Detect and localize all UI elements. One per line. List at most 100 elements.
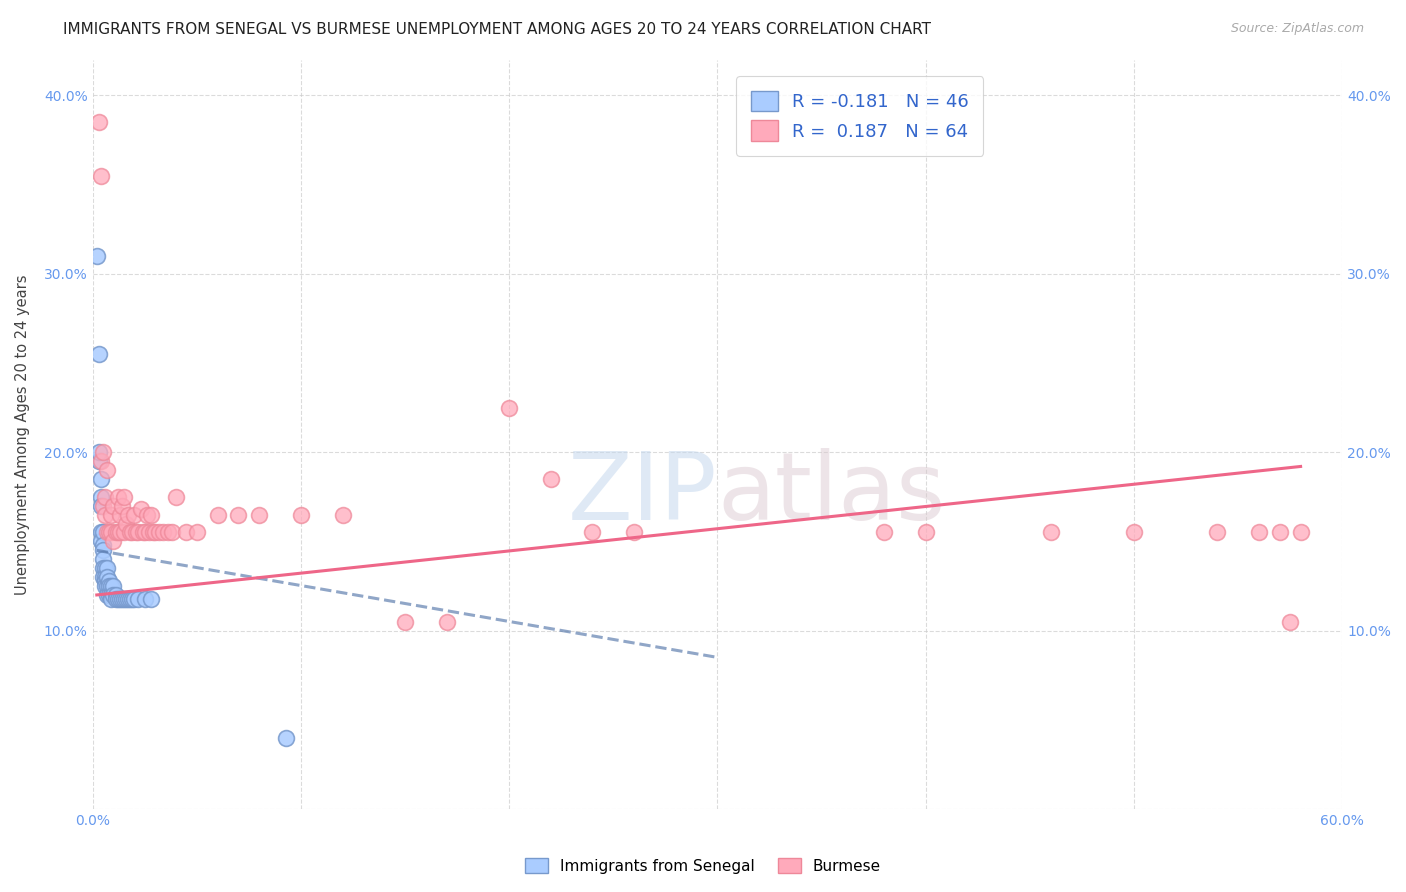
Point [94,561,117,575]
Point [148,525,170,540]
Point [111,591,134,606]
Point [142,525,165,540]
Point [87,445,110,459]
Point [108,508,131,522]
Text: Source: ZipAtlas.com: Source: ZipAtlas.com [1230,22,1364,36]
Point [107,591,129,606]
Point [90,454,112,468]
Point [914,525,936,540]
Point [98,588,121,602]
Point [139,591,162,606]
Point [394,615,416,629]
Point [94,570,117,584]
Legend: R = -0.181   N = 46, R =  0.187   N = 64: R = -0.181 N = 46, R = 0.187 N = 64 [737,76,983,156]
Point [94,490,117,504]
Point [108,591,131,606]
Point [87,347,110,361]
Point [120,525,142,540]
Point [186,525,208,540]
Point [100,591,122,606]
Point [108,525,131,540]
Point [90,499,112,513]
Point [111,499,134,513]
Point [156,525,179,540]
Point [98,574,121,588]
Point [247,508,270,522]
Point [134,525,156,540]
Point [94,508,117,522]
Point [117,508,139,522]
Point [91,445,114,459]
Point [228,508,250,522]
Point [94,574,117,588]
Point [1289,525,1312,540]
Point [94,579,117,593]
Point [96,561,118,575]
Point [581,525,603,540]
Point [1268,525,1291,540]
Point [107,525,129,540]
Text: atlas: atlas [717,449,946,541]
Point [96,525,118,540]
Point [103,579,125,593]
Point [96,588,118,602]
Point [112,591,135,606]
Point [103,588,125,602]
Point [100,508,122,522]
Point [125,525,148,540]
Point [129,502,152,516]
Point [152,525,174,540]
Point [1039,525,1062,540]
Point [1279,615,1302,629]
Point [100,525,122,540]
Y-axis label: Unemployment Among Ages 20 to 24 years: Unemployment Among Ages 20 to 24 years [15,274,30,595]
Point [276,731,298,745]
Point [165,490,187,504]
Point [104,591,127,606]
Point [104,525,127,540]
Point [139,508,162,522]
Point [332,508,354,522]
Point [103,534,125,549]
Point [90,525,112,540]
Point [87,115,110,129]
Point [160,525,183,540]
Text: ZIP: ZIP [568,449,717,541]
Point [176,525,198,540]
Point [100,579,122,593]
Point [98,579,121,593]
Point [91,499,114,513]
Point [91,538,114,552]
Point [91,552,114,566]
Point [134,591,156,606]
Point [124,508,146,522]
Point [1123,525,1146,540]
Point [98,525,121,540]
Point [436,615,458,629]
Point [96,570,118,584]
Point [104,588,127,602]
Point [623,525,645,540]
Point [112,525,135,540]
Point [540,472,562,486]
Point [121,591,143,606]
Point [112,490,135,504]
Point [121,525,143,540]
Point [135,508,157,522]
Point [91,570,114,584]
Point [90,169,112,183]
Point [131,525,153,540]
Point [124,591,146,606]
Point [91,525,114,540]
Point [96,579,118,593]
Point [90,490,112,504]
Point [96,463,118,477]
Point [207,508,229,522]
Point [90,472,112,486]
Point [498,401,520,415]
Point [127,591,149,606]
Point [86,249,108,263]
Point [103,499,125,513]
Point [117,591,139,606]
Point [1206,525,1229,540]
